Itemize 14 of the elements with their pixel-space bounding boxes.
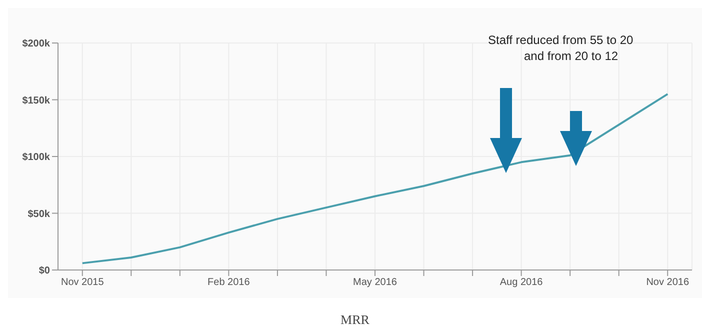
annotation: and from 20 to 12 xyxy=(524,49,618,63)
x-tick-label: May 2016 xyxy=(353,277,398,288)
y-tick-label: $0 xyxy=(38,266,50,277)
y-tick-label: $50k xyxy=(28,208,50,220)
annotation: Staff reduced from 55 to 20 xyxy=(488,33,634,47)
y-tick-label: $200k xyxy=(22,38,50,50)
x-tick-label: Feb 2016 xyxy=(208,277,250,288)
text: MRR xyxy=(340,312,370,328)
x-tick-label: Aug 2016 xyxy=(500,277,544,288)
y-tick-label: $100k xyxy=(22,152,50,164)
line-series xyxy=(81,93,669,264)
x-tick-label: Nov 2015 xyxy=(60,277,104,288)
x-tick-label: Nov 2016 xyxy=(646,277,690,288)
y-tick-label: $150k xyxy=(22,95,50,106)
